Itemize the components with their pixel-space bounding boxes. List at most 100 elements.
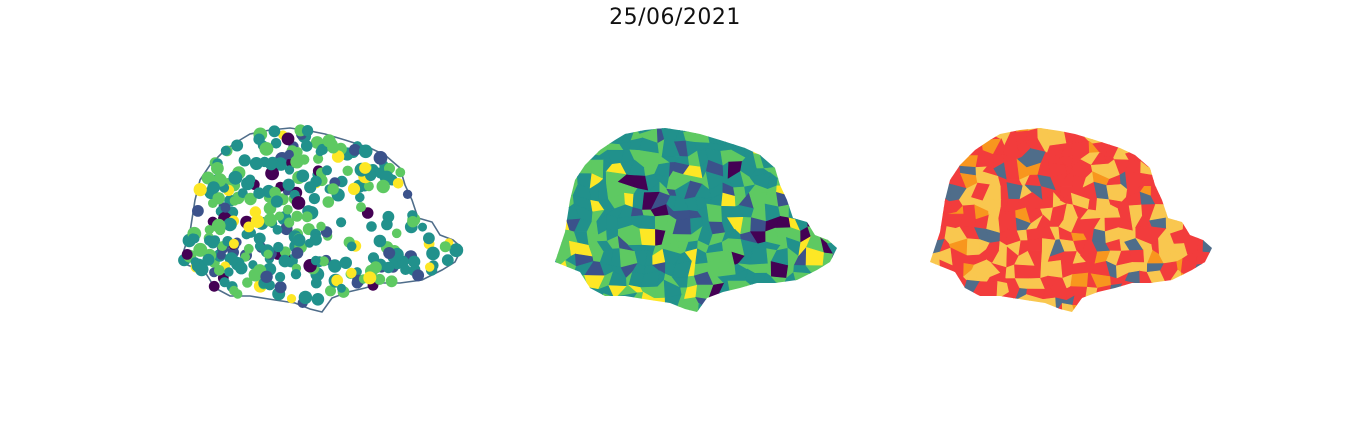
municipality-polygon (930, 128, 931, 135)
municipality-polygon (772, 305, 789, 312)
municipality-polygon (827, 240, 837, 256)
municipality-polygon (1087, 198, 1098, 212)
municipality-polygon (797, 169, 808, 185)
municipality-polygon (743, 128, 758, 137)
municipality-polygon (1104, 293, 1119, 311)
municipality-polygon (1108, 283, 1123, 300)
municipality-polygon (787, 169, 801, 187)
municipality-polygon (1150, 186, 1167, 197)
municipality-polygon (808, 291, 818, 308)
municipality-polygon (788, 204, 799, 220)
municipality-polygon (731, 294, 749, 311)
municipality-polygon (764, 290, 774, 309)
municipality-polygon (940, 128, 957, 146)
municipality-polygon (1095, 294, 1110, 312)
municipality-polygon (1180, 279, 1195, 301)
municipality-point (327, 141, 340, 154)
municipality-point (263, 213, 277, 227)
municipality-polygon (788, 191, 799, 212)
municipality-polygon (948, 128, 963, 137)
municipality-polygon (1092, 128, 1106, 136)
municipality-polygon (1151, 303, 1164, 312)
municipality-polygon (770, 283, 788, 293)
municipality-polygon (1145, 140, 1166, 156)
municipality-point (290, 269, 302, 280)
municipality-polygon (1092, 129, 1112, 145)
municipality-polygon (555, 172, 562, 188)
municipality-polygon (771, 139, 786, 150)
municipality-polygon (1195, 164, 1206, 175)
municipality-polygon (762, 130, 776, 146)
municipality-point (449, 243, 464, 258)
municipality-polygon (918, 127, 929, 146)
municipality-polygon (1158, 149, 1176, 169)
municipality-point (304, 181, 317, 194)
municipality-polygon (555, 128, 556, 130)
municipality-point (275, 271, 286, 283)
municipality-polygon (930, 304, 947, 312)
municipality-polygon (1050, 302, 1063, 312)
municipality-polygon (721, 128, 732, 135)
municipality-point (376, 179, 390, 194)
municipality-point (391, 228, 402, 239)
municipality-polygon (573, 159, 593, 175)
municipality-point (300, 140, 313, 152)
municipality-point (318, 256, 329, 267)
municipality-polygon (1106, 184, 1123, 203)
municipality-point (373, 234, 387, 248)
municipality-point (423, 232, 435, 245)
municipality-polygon (555, 270, 558, 289)
municipality-point (243, 243, 254, 254)
municipality-polygon (820, 179, 831, 186)
municipality-polygon (574, 139, 590, 158)
municipality-polygon (1206, 137, 1212, 158)
municipality-polygon (1194, 148, 1208, 169)
municipality-polygon (738, 304, 752, 312)
municipality-point (381, 218, 393, 231)
municipality-polygon (1161, 293, 1171, 310)
municipality-polygon (930, 281, 932, 301)
municipality-polygon (555, 128, 557, 140)
municipality-polygon (1104, 304, 1124, 312)
municipality-polygon (1170, 302, 1185, 312)
municipality-polygon (1193, 227, 1209, 239)
municipality-point (242, 277, 253, 288)
municipality-point (337, 283, 346, 293)
municipality-polygon (805, 153, 826, 167)
municipality-polygon (930, 136, 934, 154)
municipality-point (276, 160, 287, 171)
municipality-polygon (964, 302, 979, 312)
municipality-polygon (605, 308, 625, 312)
municipality-point (207, 237, 219, 249)
municipality-polygon (750, 294, 767, 309)
municipality-polygon (937, 303, 949, 312)
municipality-polygon (1047, 259, 1064, 279)
municipality-point (309, 233, 322, 246)
municipality-polygon (1204, 158, 1212, 177)
municipality-polygon (785, 128, 796, 141)
municipality-polygon (771, 131, 787, 146)
municipality-polygon (1124, 128, 1144, 132)
municipality-polygon (830, 184, 837, 198)
municipality-polygon (555, 185, 562, 201)
municipality-polygon (1167, 283, 1185, 300)
municipality-polygon (1208, 196, 1212, 210)
municipality-polygon (955, 150, 962, 168)
municipality-point (208, 280, 220, 292)
municipality-polygon (794, 182, 812, 199)
municipality-polygon (555, 196, 557, 213)
municipality-polygon (695, 128, 713, 131)
municipality-polygon (555, 171, 569, 187)
municipality-point (214, 265, 225, 276)
municipality-point (290, 155, 304, 169)
municipality-point (259, 142, 274, 156)
municipality-point (249, 157, 263, 170)
municipality-point (270, 195, 283, 208)
municipality-polygon (960, 140, 980, 156)
municipality-polygon (993, 305, 1011, 312)
municipality-polygon (596, 293, 615, 311)
municipality-polygon (797, 165, 808, 179)
municipality-polygon (981, 295, 1003, 311)
municipality-polygon (814, 192, 833, 207)
municipality-polygon (785, 308, 800, 312)
